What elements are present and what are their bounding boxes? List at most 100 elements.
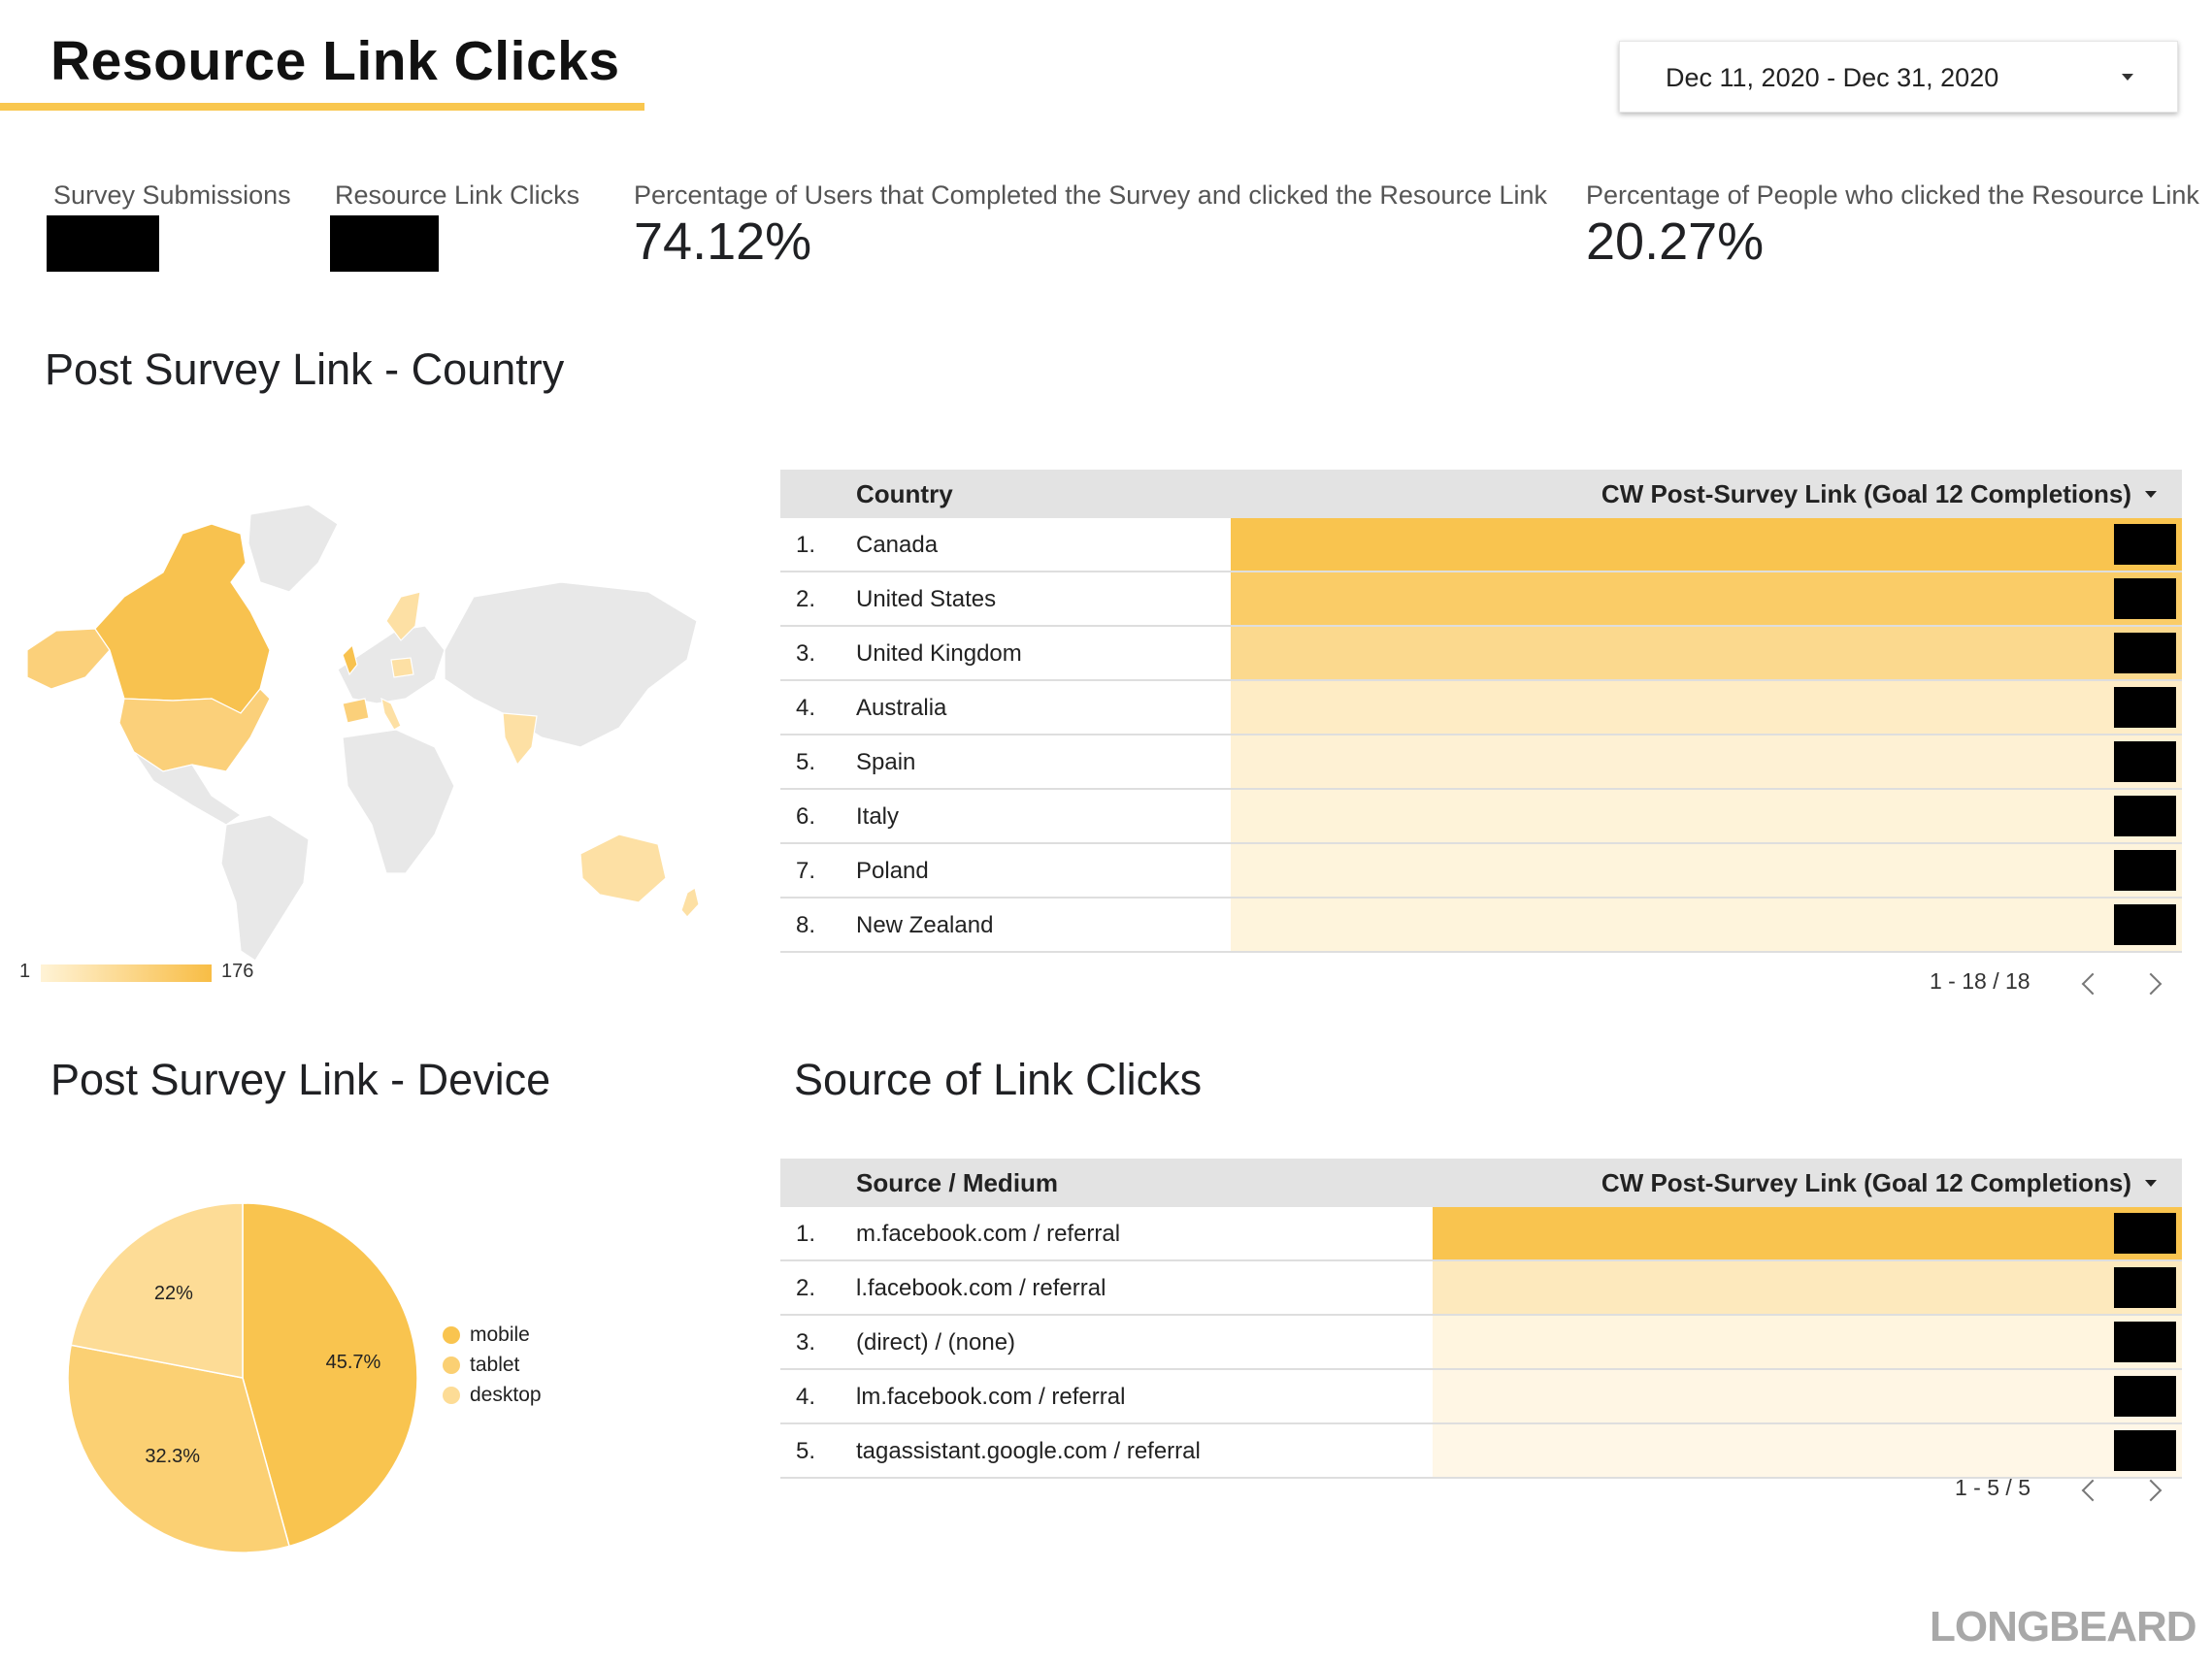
map-region-united-kingdom[interactable]: [342, 643, 358, 676]
table-row[interactable]: 8. New Zealand: [780, 899, 2182, 953]
row-label: lm.facebook.com / referral: [856, 1384, 1126, 1410]
column-header-country[interactable]: Country: [856, 479, 953, 508]
row-label: (direct) / (none): [856, 1329, 1016, 1356]
table-row[interactable]: 4. lm.facebook.com / referral: [780, 1370, 2182, 1424]
column-header-goal-completions[interactable]: CW Post-Survey Link (Goal 12 Completions…: [1601, 1168, 2131, 1197]
map-region-africa[interactable]: [342, 729, 455, 874]
map-region-mexico-central[interactable]: [133, 751, 243, 826]
pie-slice-tablet[interactable]: [67, 1344, 290, 1553]
row-label: Canada: [856, 532, 939, 558]
pie-slice-desktop[interactable]: [70, 1202, 244, 1379]
source-next-page-icon[interactable]: [2139, 1479, 2162, 1502]
value-redacted: [2114, 1430, 2176, 1471]
map-region-poland[interactable]: [390, 657, 414, 678]
legend-dot-icon: [443, 1387, 460, 1404]
table-row[interactable]: 2. l.facebook.com / referral: [780, 1261, 2182, 1316]
section-title-device: Post Survey Link - Device: [50, 1055, 551, 1104]
map-region-asia[interactable]: [444, 581, 698, 748]
table-row[interactable]: 4. Australia: [780, 681, 2182, 735]
kpi-label-completed-and-clicked: Percentage of Users that Completed the S…: [634, 180, 1548, 210]
value-redacted: [2114, 524, 2176, 565]
kpi-label-survey-submissions: Survey Submissions: [53, 180, 291, 210]
sort-caret-icon[interactable]: [2145, 491, 2157, 498]
map-region-greenland[interactable]: [248, 505, 339, 593]
map-region-south-america[interactable]: [220, 814, 310, 961]
row-label: United Kingdom: [856, 640, 1022, 667]
world-map[interactable]: [17, 505, 726, 961]
legend-label: mobile: [470, 1324, 530, 1346]
pie-slice-label-tablet: 32.3%: [145, 1446, 201, 1468]
map-region-new-zealand[interactable]: [680, 887, 700, 918]
kpi-label-people-clicked: Percentage of People who clicked the Res…: [1586, 180, 2199, 210]
row-rank: 5.: [796, 749, 816, 775]
section-title-source: Source of Link Clicks: [794, 1055, 1203, 1104]
map-region-india[interactable]: [502, 712, 538, 767]
value-bar: [1433, 1261, 2182, 1314]
value-bar: [1231, 844, 2182, 897]
legend-label: tablet: [470, 1354, 520, 1376]
date-range-picker[interactable]: Dec 11, 2020 - Dec 31, 2020: [1619, 41, 2178, 113]
table-header: Country CW Post-Survey Link (Goal 12 Com…: [780, 470, 2182, 518]
table-row[interactable]: 5. tagassistant.google.com / referral: [780, 1424, 2182, 1479]
table-row[interactable]: 6. Italy: [780, 790, 2182, 844]
page-title: Resource Link Clicks: [50, 30, 620, 92]
value-bar: [1231, 572, 2182, 625]
row-rank: 2.: [796, 1275, 816, 1301]
map-region-canada[interactable]: [94, 523, 271, 714]
column-header-goal-completions[interactable]: CW Post-Survey Link (Goal 12 Completions…: [1601, 479, 2131, 508]
value-redacted: [2114, 1376, 2176, 1417]
column-header-source-medium[interactable]: Source / Medium: [856, 1168, 1059, 1197]
row-rank: 3.: [796, 1329, 816, 1356]
value-bar: [1231, 627, 2182, 679]
map-legend-gradient: [41, 964, 212, 982]
value-bar: [1433, 1370, 2182, 1422]
legend-item-desktop[interactable]: desktop: [443, 1384, 542, 1407]
legend-label: desktop: [470, 1384, 542, 1406]
value-redacted: [2114, 1213, 2176, 1254]
brand-logo-text: LONGBEARD: [1930, 1603, 2197, 1651]
country-prev-page-icon[interactable]: [2081, 972, 2104, 996]
pie-slice-label-desktop: 22%: [153, 1283, 193, 1304]
legend-item-tablet[interactable]: tablet: [443, 1354, 542, 1377]
row-label: United States: [856, 586, 997, 612]
row-rank: 5.: [796, 1438, 816, 1464]
kpi-value-people-clicked: 20.27%: [1586, 212, 1765, 271]
row-label: Australia: [856, 695, 947, 721]
map-legend-max: 176: [221, 961, 254, 982]
country-next-page-icon[interactable]: [2139, 972, 2162, 996]
kpi-value-completed-and-clicked: 74.12%: [634, 212, 812, 271]
source-prev-page-icon[interactable]: [2081, 1479, 2104, 1502]
row-rank: 4.: [796, 695, 816, 721]
sort-caret-icon[interactable]: [2145, 1180, 2157, 1187]
table-row[interactable]: 5. Spain: [780, 735, 2182, 790]
value-redacted: [2114, 1267, 2176, 1308]
map-region-spain[interactable]: [342, 698, 370, 724]
pie-slice-mobile[interactable]: [242, 1202, 418, 1548]
caret-down-icon[interactable]: [2122, 74, 2133, 81]
table-row[interactable]: 3. United Kingdom: [780, 627, 2182, 681]
row-label: m.facebook.com / referral: [856, 1221, 1121, 1247]
map-region-australia[interactable]: [579, 834, 667, 903]
value-redacted: [2114, 796, 2176, 836]
value-bar: [1231, 899, 2182, 951]
table-row[interactable]: 3. (direct) / (none): [780, 1316, 2182, 1370]
table-row[interactable]: 1. Canada: [780, 518, 2182, 572]
table-row[interactable]: 1. m.facebook.com / referral: [780, 1207, 2182, 1261]
pie-legend: mobile tablet desktop: [443, 1324, 542, 1414]
map-region-alaska[interactable]: [26, 628, 111, 690]
pie-labels: 45.7% 32.3% 22%: [58, 1193, 427, 1562]
device-pie-chart[interactable]: [58, 1193, 427, 1562]
value-bar: [1231, 518, 2182, 571]
row-label: tagassistant.google.com / referral: [856, 1438, 1201, 1464]
pie-slice-label-mobile: 45.7%: [325, 1351, 381, 1373]
table-row[interactable]: 7. Poland: [780, 844, 2182, 899]
map-region-scandinavia[interactable]: [385, 591, 421, 641]
map-region-italy[interactable]: [380, 697, 402, 731]
row-label: Poland: [856, 858, 929, 884]
table-row[interactable]: 2. United States: [780, 572, 2182, 627]
row-rank: 2.: [796, 586, 816, 612]
value-bar: [1433, 1316, 2182, 1368]
row-label: New Zealand: [856, 912, 994, 938]
value-bar: [1231, 681, 2182, 734]
legend-item-mobile[interactable]: mobile: [443, 1324, 542, 1347]
